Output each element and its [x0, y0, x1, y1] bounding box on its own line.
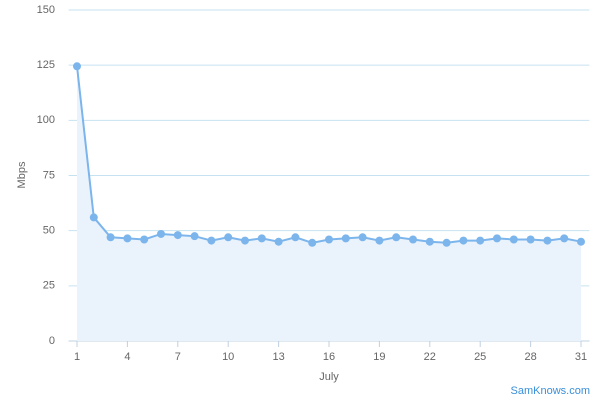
area: [77, 66, 581, 342]
y-tick-label: 75: [43, 169, 55, 181]
point: [257, 234, 266, 243]
point: [207, 236, 216, 245]
point: [89, 213, 98, 222]
point: [476, 236, 485, 245]
x-tick-label: 31: [575, 351, 587, 363]
x-tick-label: 16: [323, 351, 335, 363]
point: [560, 234, 569, 243]
y-tick-label: 100: [37, 114, 55, 126]
credit[interactable]: SamKnows.com: [511, 385, 590, 397]
point: [375, 236, 384, 245]
y-tick-label: 0: [49, 335, 55, 347]
x-tick-label: 28: [524, 351, 536, 363]
point: [577, 237, 585, 246]
point: [543, 236, 552, 245]
point: [509, 235, 518, 244]
x-tick-label: 7: [175, 351, 181, 363]
point: [123, 234, 132, 243]
point: [106, 233, 115, 242]
point: [308, 238, 317, 247]
y-axis-label: Mbps: [16, 161, 28, 188]
y-tick-label: 50: [43, 225, 55, 237]
x-tick-label: 22: [424, 351, 436, 363]
point: [409, 235, 417, 244]
point: [241, 236, 249, 245]
x-tick-label: 4: [124, 351, 130, 363]
point: [392, 233, 401, 242]
point: [358, 233, 367, 242]
y-tick-label: 150: [37, 4, 55, 16]
x-axis-label: July: [319, 371, 339, 383]
x-tick-label: 25: [474, 351, 486, 363]
x-tick-label: 1: [74, 351, 80, 363]
point: [73, 62, 81, 71]
point: [157, 229, 165, 238]
point: [190, 232, 199, 241]
point: [442, 238, 451, 247]
point: [224, 233, 233, 242]
point: [341, 234, 350, 243]
x-tick-label: 19: [373, 351, 385, 363]
point: [140, 235, 149, 244]
point: [526, 235, 535, 244]
y-tick-label: 25: [43, 280, 55, 292]
point: [425, 237, 434, 246]
point: [325, 235, 333, 244]
point: [459, 236, 468, 245]
point: [274, 237, 283, 246]
point: [291, 233, 300, 242]
line: [76, 66, 582, 244]
point: [173, 231, 182, 240]
x-tick-label: 13: [272, 351, 284, 363]
x-tick-label: 10: [222, 351, 234, 363]
point: [493, 234, 501, 243]
y-tick-label: 125: [37, 59, 55, 71]
